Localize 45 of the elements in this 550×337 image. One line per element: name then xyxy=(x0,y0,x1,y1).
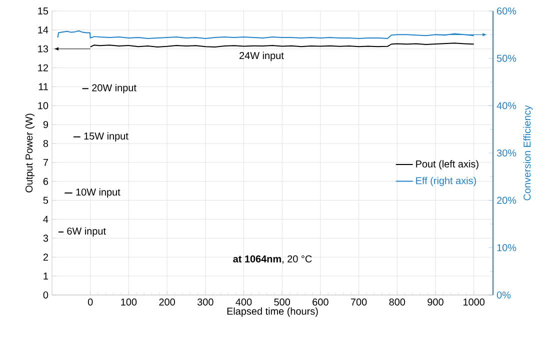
y-tick-label: 10 xyxy=(38,102,48,110)
annotation: 24W input xyxy=(240,52,284,62)
annotation: 6W input xyxy=(67,227,106,237)
y-tick-label: 2 xyxy=(43,254,48,261)
x-axis-title: Elapsed time (hours) xyxy=(227,307,318,317)
y2-tick-label: 40% xyxy=(496,102,516,110)
x-tick-label: 1000 xyxy=(464,298,485,306)
legend-label: Eff (right axis) xyxy=(416,176,476,186)
y-tick-label: 3 xyxy=(43,234,48,242)
legend-label: Pout (left axis) xyxy=(416,160,478,170)
y-tick-label: 1 xyxy=(44,272,48,280)
y-tick-label: 7 xyxy=(43,159,48,166)
y2-axis-title: Conversion Efficiency xyxy=(523,105,533,200)
y-tick-label: 11 xyxy=(38,83,48,90)
x-tick-label: 100 xyxy=(121,298,137,306)
y-tick-label: 6 xyxy=(43,178,48,185)
y-axis-title: Output Power (W) xyxy=(25,114,35,192)
x-tick-label: 700 xyxy=(350,298,367,306)
x-tick-label: 900 xyxy=(428,298,444,306)
y2-tick-label: 10% xyxy=(497,244,516,252)
y2-tick-label: 0% xyxy=(496,291,511,299)
y2-tick-label: 20% xyxy=(497,196,516,204)
y-tick-label: 13 xyxy=(38,45,48,52)
annotation: at 1064nm, 20 °C xyxy=(233,255,312,264)
annotation: 15W input xyxy=(84,132,128,142)
x-tick-label: 400 xyxy=(236,298,252,306)
y2-tick-label: 50% xyxy=(496,54,516,62)
y-tick-label: 5 xyxy=(43,196,48,204)
annotation: 20W input xyxy=(92,84,136,94)
y-tick-label: 4 xyxy=(43,216,48,223)
x-tick-label: 300 xyxy=(197,298,214,306)
y2-tick-label: 60% xyxy=(497,7,516,15)
x-tick-label: 0 xyxy=(88,298,93,306)
y-tick-label: 12 xyxy=(38,64,48,72)
y-tick-label: 15 xyxy=(38,8,48,14)
y2-tick-label: 30% xyxy=(496,149,516,157)
x-tick-label: 600 xyxy=(312,298,328,306)
annotation: 10W input xyxy=(76,188,120,198)
y-tick-label: 0 xyxy=(43,291,48,299)
x-tick-label: 200 xyxy=(159,298,175,306)
y-tick-label: 9 xyxy=(43,121,48,128)
x-tick-label: 500 xyxy=(274,298,290,306)
y-tick-label: 8 xyxy=(43,140,48,148)
y-tick-label: 14 xyxy=(38,26,48,34)
x-tick-label: 800 xyxy=(389,298,406,306)
